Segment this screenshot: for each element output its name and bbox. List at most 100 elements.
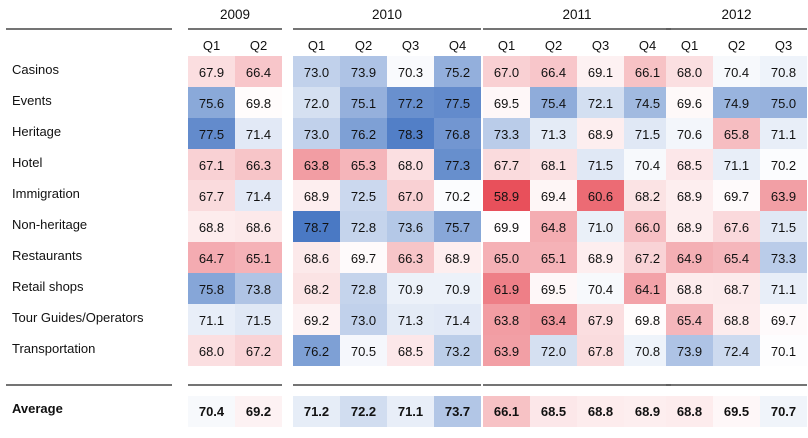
row-label: Hotel xyxy=(12,155,42,170)
heatmap-cell xyxy=(188,118,235,149)
heatmap-cell xyxy=(624,211,671,242)
heatmap-cell xyxy=(340,273,387,304)
heatmap-cell xyxy=(713,304,760,335)
cell-value-label: 70.4 xyxy=(588,282,613,297)
heatmap-cell xyxy=(530,242,577,273)
cell-value-label: 71.4 xyxy=(445,313,470,328)
heatmap-cell xyxy=(624,56,671,87)
quarter-label-2011-Q2: Q2 xyxy=(545,38,562,53)
heatmap-cell xyxy=(188,304,235,335)
row-label: Transportation xyxy=(12,341,95,356)
heatmap-cell xyxy=(483,335,530,366)
heatmap-cell xyxy=(760,273,807,304)
cell-value-label: 77.5 xyxy=(199,127,224,142)
cell-value-label: 63.8 xyxy=(304,158,329,173)
heatmap-cell xyxy=(760,149,807,180)
heatmap-cell xyxy=(293,149,340,180)
heatmap-cell xyxy=(387,304,434,335)
cell-value-label: 77.5 xyxy=(445,96,470,111)
heatmap-cell xyxy=(577,273,624,304)
heatmap-cell xyxy=(293,304,340,335)
heatmap-cell xyxy=(577,87,624,118)
heatmap-cell xyxy=(577,304,624,335)
heatmap-cell xyxy=(624,335,671,366)
heatmap-cell xyxy=(530,304,577,335)
cell-value-label: 71.4 xyxy=(246,127,271,142)
row-label: Non-heritage xyxy=(12,217,87,232)
cell-value-label: 71.3 xyxy=(398,313,423,328)
heatmap-cell xyxy=(235,242,282,273)
cell-value-label: 70.4 xyxy=(724,65,749,80)
heatmap-cell xyxy=(666,335,713,366)
heatmap-cell xyxy=(624,149,671,180)
cell-value-label: 65.0 xyxy=(494,251,519,266)
cell-value-label: 71.4 xyxy=(246,189,271,204)
heatmap-cell xyxy=(387,335,434,366)
cell-value-label: 68.9 xyxy=(677,189,702,204)
heatmap-cell xyxy=(577,149,624,180)
heatmap-cell xyxy=(188,180,235,211)
cell-value-label: 67.2 xyxy=(635,251,660,266)
cell-value-label: 68.2 xyxy=(635,189,660,204)
cell-value-label: 68.2 xyxy=(304,282,329,297)
cell-value-label: 68.8 xyxy=(724,313,749,328)
heatmap-cell xyxy=(760,242,807,273)
heatmap-cell xyxy=(434,335,481,366)
cell-value-label: 68.8 xyxy=(677,282,702,297)
heatmap-cell xyxy=(340,304,387,335)
heatmap-cell xyxy=(340,211,387,242)
cell-value-label: 66.0 xyxy=(635,220,660,235)
cell-value-label: 64.8 xyxy=(541,220,566,235)
cell-value-label: 68.9 xyxy=(304,189,329,204)
cell-value-label: 70.8 xyxy=(771,65,796,80)
average-value-label: 68.5 xyxy=(541,404,566,419)
cell-value-label: 68.5 xyxy=(677,158,702,173)
cell-value-label: 69.8 xyxy=(246,96,271,111)
heatmap-cell xyxy=(235,87,282,118)
cell-value-label: 71.5 xyxy=(246,313,271,328)
heatmap-cell xyxy=(530,149,577,180)
cell-value-label: 74.9 xyxy=(724,96,749,111)
cell-value-label: 70.6 xyxy=(677,127,702,142)
cell-value-label: 64.9 xyxy=(677,251,702,266)
heatmap-cell xyxy=(483,87,530,118)
cell-value-label: 70.9 xyxy=(398,282,423,297)
cell-value-label: 65.3 xyxy=(351,158,376,173)
quarter-label-2010-Q1: Q1 xyxy=(308,38,325,53)
heatmap-cell xyxy=(666,149,713,180)
cell-value-label: 72.5 xyxy=(351,189,376,204)
heatmap-cell xyxy=(713,87,760,118)
quarter-label-2010-Q2: Q2 xyxy=(355,38,372,53)
cell-value-label: 67.9 xyxy=(588,313,613,328)
cell-value-label: 66.3 xyxy=(398,251,423,266)
cell-value-label: 71.5 xyxy=(588,158,613,173)
average-cell xyxy=(483,396,530,427)
heatmap-cell xyxy=(624,180,671,211)
cell-value-label: 67.8 xyxy=(588,344,613,359)
cell-value-label: 67.9 xyxy=(199,65,224,80)
heatmap-cell xyxy=(483,211,530,242)
heatmap-cell xyxy=(188,56,235,87)
heatmap-cell xyxy=(434,118,481,149)
cell-value-label: 71.1 xyxy=(199,313,224,328)
cell-value-label: 73.0 xyxy=(304,65,329,80)
heatmap-cell xyxy=(235,211,282,242)
cell-value-label: 68.7 xyxy=(724,282,749,297)
heatmap-cell xyxy=(340,242,387,273)
average-cell xyxy=(235,396,282,427)
quarter-label-2012-Q3: Q3 xyxy=(775,38,792,53)
heatmap-cell xyxy=(760,180,807,211)
year-label-2009: 2009 xyxy=(220,7,250,22)
cell-value-label: 77.3 xyxy=(445,158,470,173)
heatmap-cell xyxy=(434,242,481,273)
cell-value-label: 75.2 xyxy=(445,65,470,80)
cell-value-label: 69.2 xyxy=(304,313,329,328)
cell-value-label: 66.4 xyxy=(246,65,271,80)
average-cell xyxy=(760,396,807,427)
cell-value-label: 72.1 xyxy=(588,96,613,111)
cell-value-label: 73.8 xyxy=(246,282,271,297)
cell-value-label: 61.9 xyxy=(494,282,519,297)
cell-value-label: 70.2 xyxy=(771,158,796,173)
average-value-label: 71.2 xyxy=(304,404,329,419)
heatmap-cell xyxy=(713,56,760,87)
